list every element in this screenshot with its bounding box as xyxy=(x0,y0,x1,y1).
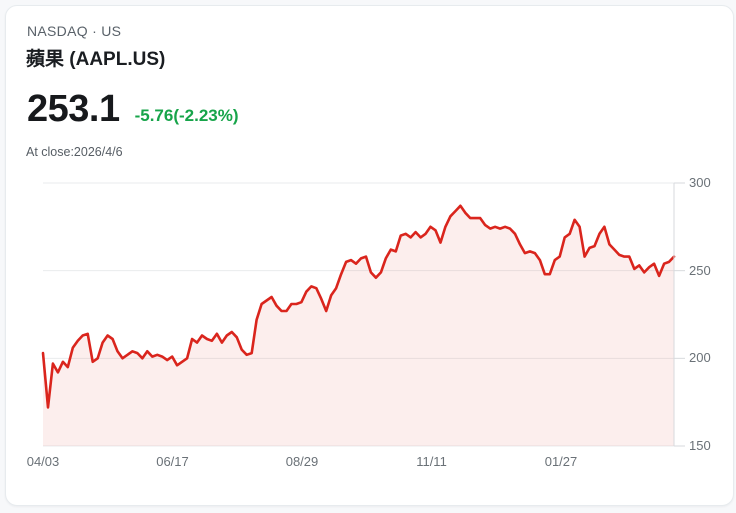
price-chart: 300 250 200 150 04/03 06/17 08/29 11/11 01/27 xyxy=(27,176,711,469)
price-change: -5.76(-2.23%) xyxy=(134,106,239,125)
price-row: 253.1 -5.76(-2.23%) xyxy=(27,90,239,128)
x-tick-label: 01/27 xyxy=(544,454,578,469)
last-price: 253.1 xyxy=(27,88,120,130)
y-tick-label: 300 xyxy=(689,175,711,190)
price-area-chart xyxy=(41,182,685,447)
exchange-label: NASDAQ · US xyxy=(27,23,122,39)
quote-card: NASDAQ · US 蘋果 (AAPL.US) 253.1 -5.76(-2.… xyxy=(5,5,734,506)
x-tick-label: 08/29 xyxy=(285,454,319,469)
x-tick-label: 06/17 xyxy=(156,454,189,469)
instrument-title: 蘋果 (AAPL.US) xyxy=(26,49,166,70)
x-tick-label: 04/03 xyxy=(26,454,60,469)
x-tick-label: 11/11 xyxy=(416,454,447,469)
as-of-label: At close:2026/4/6 xyxy=(26,145,123,159)
area-fill xyxy=(43,205,674,446)
y-tick-label: 250 xyxy=(689,262,711,278)
price-line xyxy=(41,204,676,409)
y-tick-label: 200 xyxy=(689,350,711,366)
y-tick-label: 150 xyxy=(689,438,711,453)
